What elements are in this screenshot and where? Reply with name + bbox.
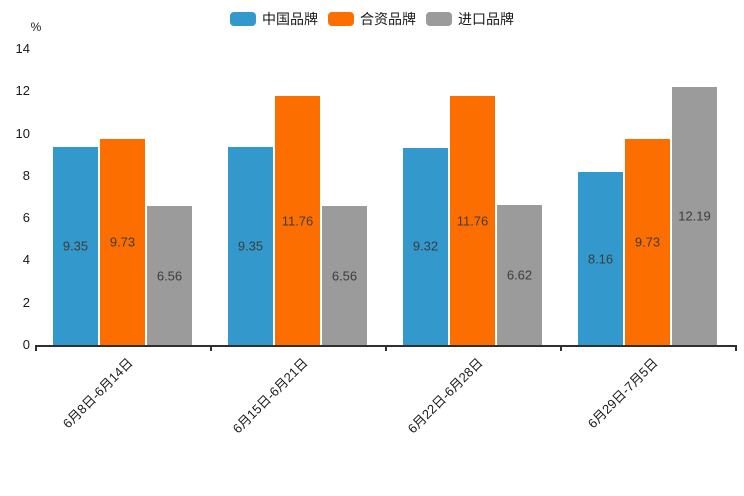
legend-swatch-icon: [328, 12, 354, 26]
legend-label: 中国品牌: [262, 11, 318, 27]
bar-进口品牌-6月15日-6月21日[interactable]: 6.56: [322, 206, 367, 345]
bar-合资品牌-6月8日-6月14日[interactable]: 9.73: [100, 139, 145, 345]
legend-item-2[interactable]: 合资品牌: [328, 10, 416, 28]
y-axis-tick-label: 8: [22, 167, 30, 183]
x-axis-tick-mark: [385, 345, 387, 351]
bar-value-label: 6.62: [506, 267, 533, 283]
chart-legend: 中国品牌 合资品牌 进口品牌: [0, 10, 744, 28]
y-axis-tick-label: 2: [22, 294, 30, 310]
y-axis-unit-label: %: [30, 20, 42, 34]
x-axis-tick-mark: [735, 345, 737, 351]
y-axis-tick-label: 10: [15, 125, 30, 141]
bar-中国品牌-6月29日-7月5日[interactable]: 8.16: [578, 172, 623, 345]
x-axis-tick-mark: [560, 345, 562, 351]
bar-进口品牌-6月22日-6月28日[interactable]: 6.62: [497, 205, 542, 345]
legend-swatch-icon: [426, 12, 452, 26]
bar-value-label: 9.35: [62, 238, 89, 254]
y-axis-tick-label: 14: [15, 41, 30, 56]
y-axis-tick-label: 0: [22, 337, 30, 352]
bar-中国品牌-6月8日-6月14日[interactable]: 9.35: [53, 147, 98, 345]
legend-item-3[interactable]: 进口品牌: [426, 10, 514, 28]
bar-合资品牌-6月15日-6月21日[interactable]: 11.76: [275, 96, 320, 345]
bar-合资品牌-6月22日-6月28日[interactable]: 11.76: [450, 96, 495, 345]
y-axis-tick-label: 12: [15, 83, 30, 99]
bar-value-label: 8.16: [587, 251, 614, 267]
bar-value-label: 11.76: [456, 213, 489, 229]
x-axis-category-label: 6月8日-6月14日: [59, 355, 136, 432]
bar-进口品牌-6月29日-7月5日[interactable]: 12.19: [672, 87, 717, 345]
bar-中国品牌-6月15日-6月21日[interactable]: 9.35: [228, 147, 273, 345]
legend-label: 进口品牌: [458, 11, 514, 27]
x-axis-category-label: 6月29日-7月5日: [584, 355, 661, 432]
y-axis-tick-label: 6: [22, 210, 30, 226]
bar-value-label: 6.56: [331, 268, 358, 284]
y-axis-tick-label: 4: [22, 252, 30, 268]
bar-value-label: 9.35: [237, 238, 264, 254]
bar-value-label: 9.32: [412, 238, 439, 254]
bar-value-label: 9.73: [634, 234, 661, 250]
x-axis-tick-mark: [210, 345, 212, 351]
bar-value-label: 9.73: [109, 234, 136, 250]
x-axis-category-label: 6月22日-6月28日: [404, 355, 486, 437]
bar-合资品牌-6月29日-7月5日[interactable]: 9.73: [625, 139, 670, 345]
bar-value-label: 6.56: [156, 268, 183, 284]
x-axis-tick-mark: [35, 345, 37, 351]
bar-value-label: 12.19: [678, 208, 711, 224]
legend-label: 合资品牌: [360, 11, 416, 27]
legend-swatch-icon: [230, 12, 256, 26]
legend-item-1[interactable]: 中国品牌: [230, 10, 318, 28]
bar-进口品牌-6月8日-6月14日[interactable]: 6.56: [147, 206, 192, 345]
bar-中国品牌-6月22日-6月28日[interactable]: 9.32: [403, 147, 448, 345]
bar-value-label: 11.76: [281, 213, 314, 229]
x-axis-category-label: 6月15日-6月21日: [229, 355, 311, 437]
